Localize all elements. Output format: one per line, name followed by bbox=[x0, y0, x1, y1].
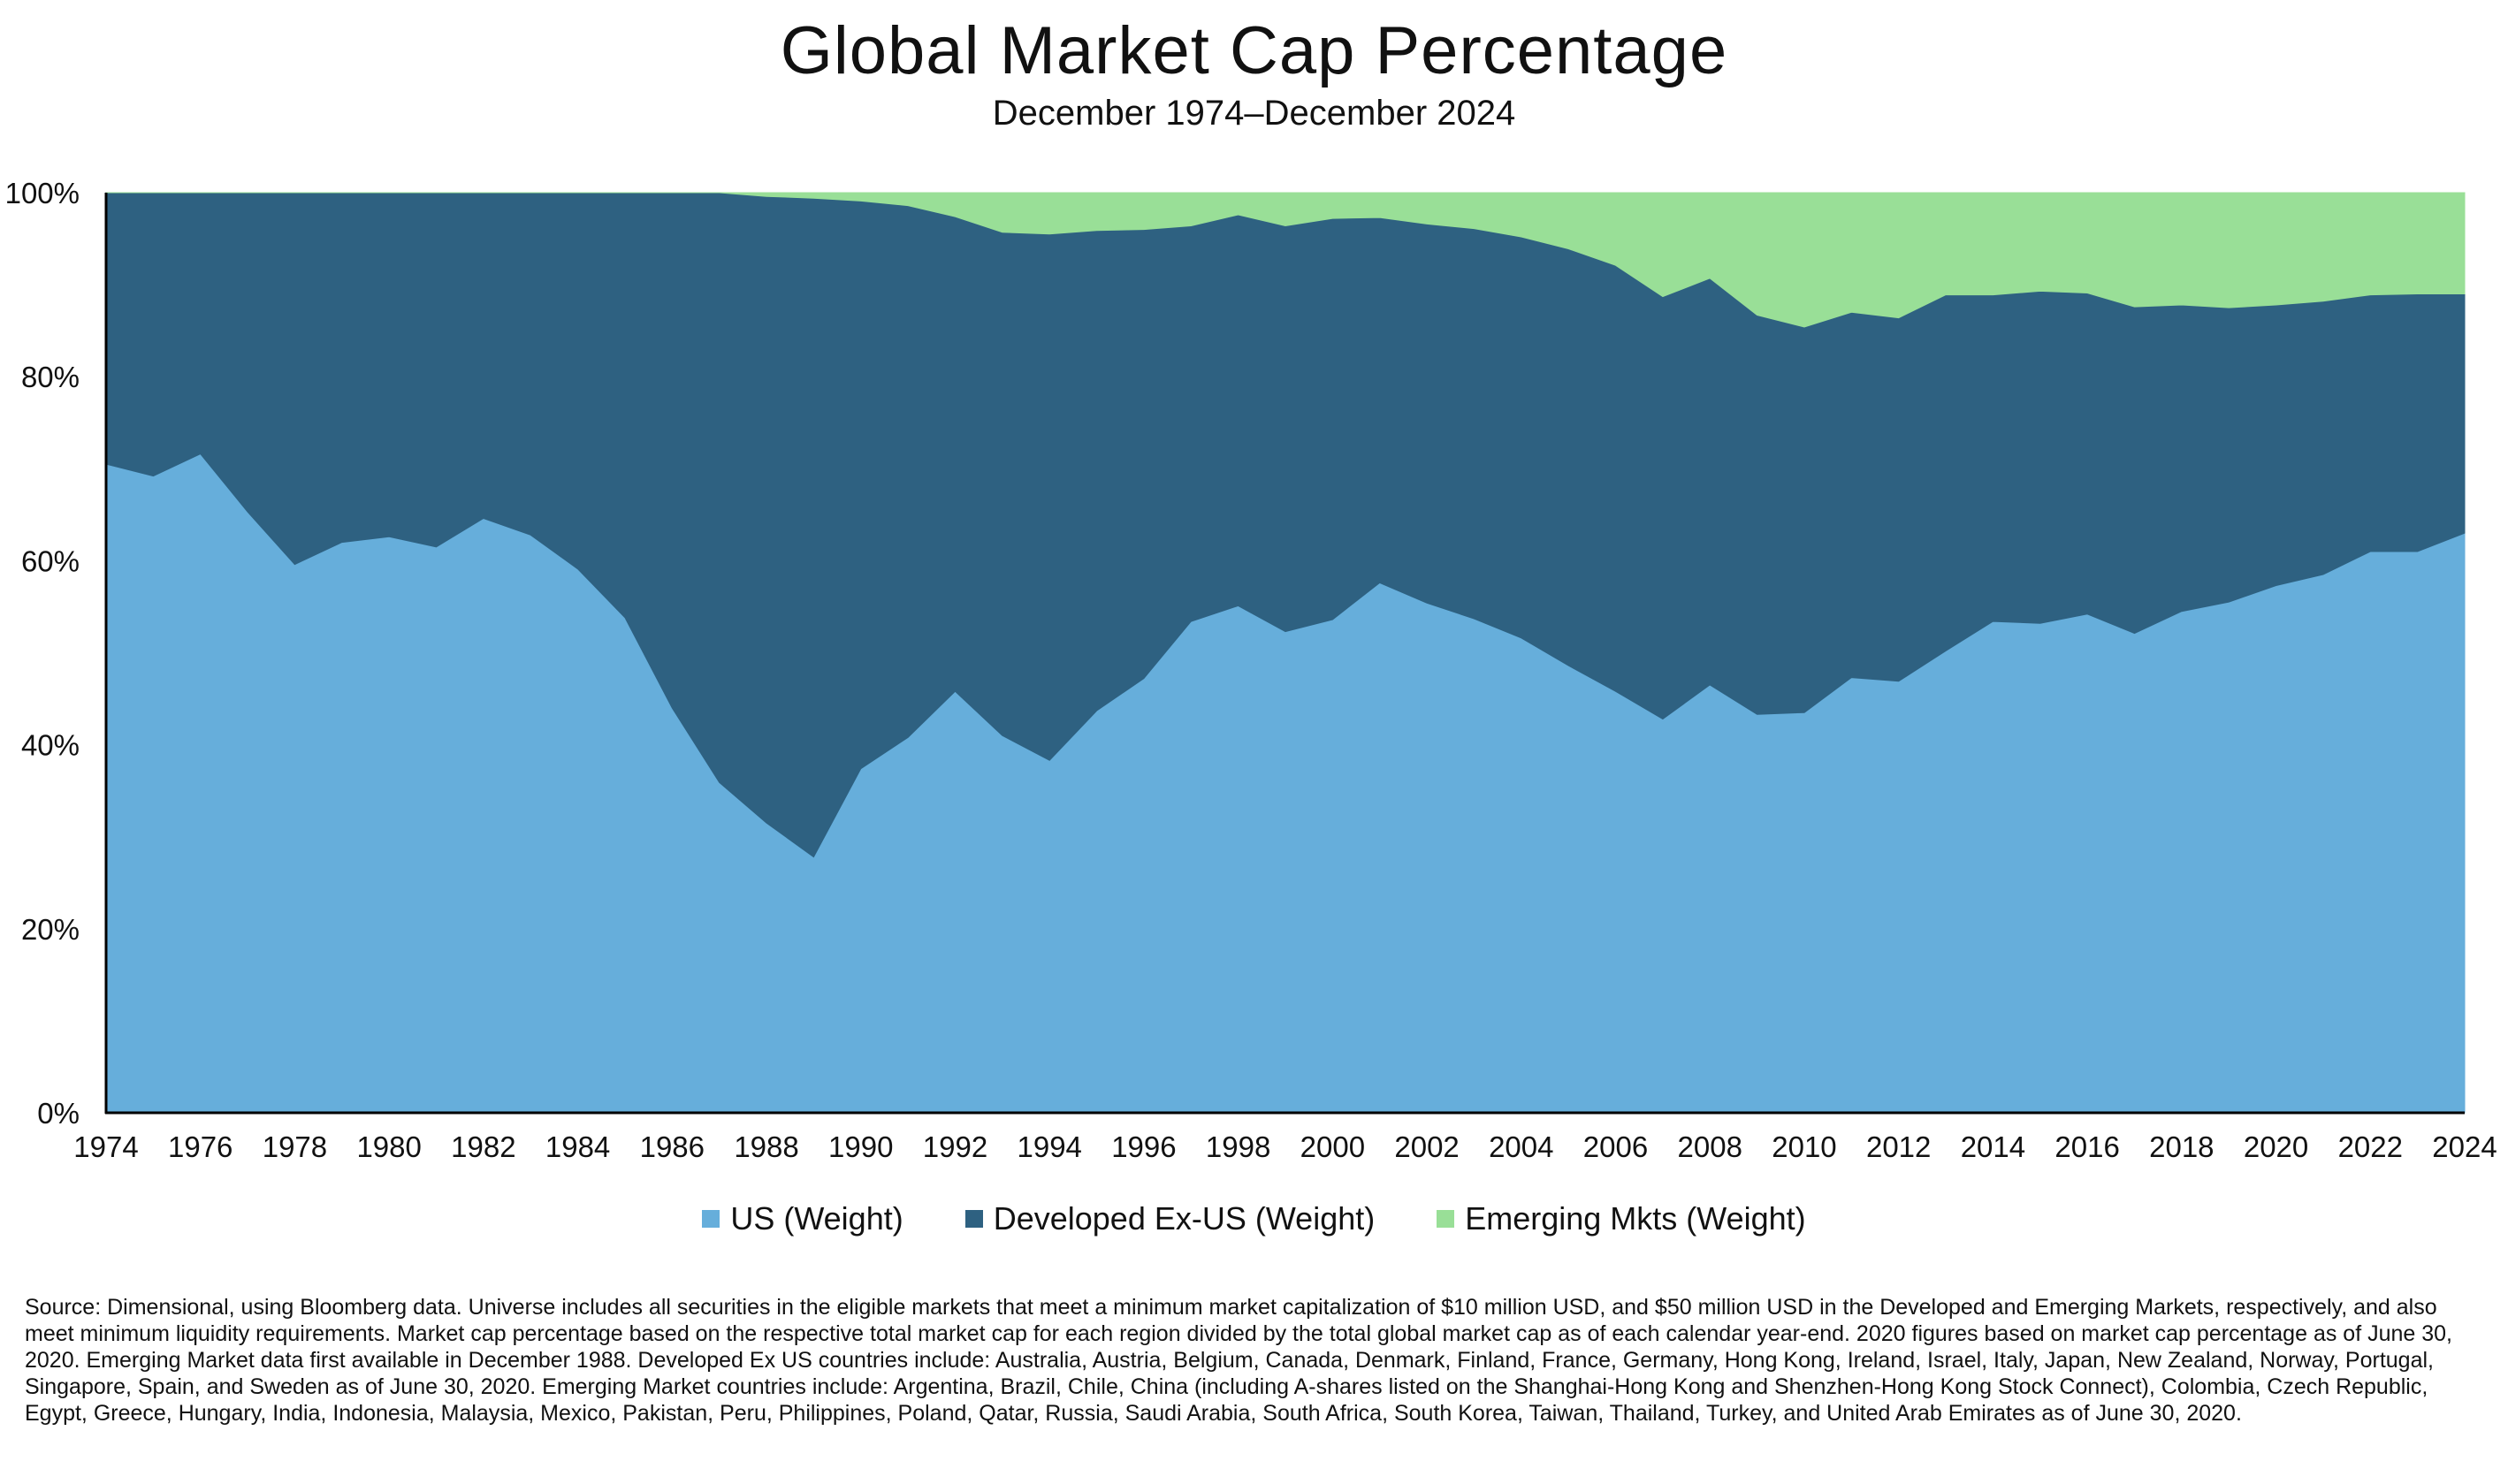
x-tick-label: 1978 bbox=[263, 1130, 327, 1163]
x-tick-label: 2010 bbox=[1772, 1130, 1836, 1163]
x-tick-label: 2000 bbox=[1300, 1130, 1365, 1163]
x-tick-label: 1996 bbox=[1111, 1130, 1176, 1163]
y-tick-label: 80% bbox=[21, 361, 80, 393]
x-tick-label: 2022 bbox=[2338, 1130, 2403, 1163]
x-tick-label: 1992 bbox=[923, 1130, 987, 1163]
legend-item-us: US (Weight) bbox=[702, 1200, 903, 1237]
x-tick-label: 1984 bbox=[545, 1130, 610, 1163]
y-tick-label: 60% bbox=[21, 544, 80, 577]
x-tick-label: 2018 bbox=[2149, 1130, 2214, 1163]
chart-title: Global Market Cap Percentage bbox=[780, 13, 1728, 88]
x-tick-label: 1994 bbox=[1017, 1130, 1081, 1163]
legend-label-emerging-mkts: Emerging Mkts (Weight) bbox=[1465, 1200, 1806, 1237]
y-tick-label: 0% bbox=[37, 1097, 80, 1130]
x-tick-label: 2020 bbox=[2244, 1130, 2308, 1163]
x-tick-label: 2006 bbox=[1583, 1130, 1648, 1163]
x-tick-label: 2014 bbox=[1961, 1130, 2025, 1163]
legend-swatch-emerging-mkts bbox=[1437, 1210, 1455, 1228]
chart-subtitle: December 1974–December 2024 bbox=[992, 94, 1516, 133]
area-layers bbox=[105, 192, 2466, 1114]
x-tick-label: 1982 bbox=[451, 1130, 515, 1163]
source-note: Source: Dimensional, using Bloomberg dat… bbox=[25, 1295, 2452, 1426]
axes bbox=[104, 193, 2465, 1115]
legend-swatch-developed-ex-us bbox=[964, 1210, 983, 1228]
x-tick-label: 2004 bbox=[1489, 1130, 1553, 1163]
y-axis-ticks: 0% 20% 40% 60% 80% 100% bbox=[5, 177, 80, 1130]
legend-label-developed-ex-us: Developed Ex-US (Weight) bbox=[993, 1200, 1376, 1237]
stacked-area-chart: 0%20%40%60%80%100% 1974 1976 1978 1980 1982 1… bbox=[5, 177, 2497, 1163]
area-emerging-mkts bbox=[106, 192, 2466, 328]
y-tick-label: 100% bbox=[5, 177, 80, 209]
x-tick-label: 1986 bbox=[640, 1130, 705, 1163]
y-tick-label: 20% bbox=[21, 913, 80, 946]
legend-item-developed-ex-us: Developed Ex-US (Weight) bbox=[964, 1200, 1376, 1237]
legend-label-us: US (Weight) bbox=[730, 1200, 903, 1237]
y-tick-label: 40% bbox=[21, 729, 80, 762]
x-tick-label: 2016 bbox=[2054, 1130, 2119, 1163]
legend-swatch-us bbox=[702, 1210, 720, 1228]
x-tick-label: 1976 bbox=[168, 1130, 233, 1163]
x-tick-label: 2002 bbox=[1394, 1130, 1459, 1163]
legend-item-emerging-mkts: Emerging Mkts (Weight) bbox=[1437, 1200, 1806, 1237]
x-tick-label: 1998 bbox=[1206, 1130, 1270, 1163]
x-axis-ticks: 1974 1976 1978 1980 1982 1984 1986 1988 1990 1992… bbox=[73, 1130, 2497, 1163]
x-tick-label: 1990 bbox=[828, 1130, 893, 1163]
x-tick-label: 1974 bbox=[73, 1130, 138, 1163]
x-tick-label: 1980 bbox=[356, 1130, 421, 1163]
x-tick-label: 2012 bbox=[1866, 1130, 1931, 1163]
chart-legend: US (Weight) Developed Ex-US (Weight) Eme… bbox=[0, 1200, 2508, 1237]
x-tick-label: 2008 bbox=[1678, 1130, 1742, 1163]
x-tick-label: 2024 bbox=[2432, 1130, 2497, 1163]
x-tick-label: 1988 bbox=[734, 1130, 798, 1163]
